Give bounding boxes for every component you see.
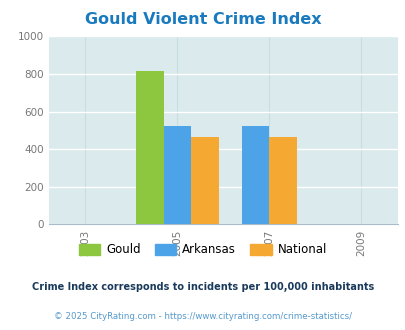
Bar [163,126,191,224]
Bar [269,137,296,224]
Text: Crime Index corresponds to incidents per 100,000 inhabitants: Crime Index corresponds to incidents per… [32,282,373,292]
Bar [241,126,269,224]
Bar [191,137,218,224]
Legend: Gould, Arkansas, National: Gould, Arkansas, National [74,239,331,261]
Bar [136,71,163,224]
Text: © 2025 CityRating.com - https://www.cityrating.com/crime-statistics/: © 2025 CityRating.com - https://www.city… [54,312,351,321]
Text: Gould Violent Crime Index: Gould Violent Crime Index [85,12,320,26]
